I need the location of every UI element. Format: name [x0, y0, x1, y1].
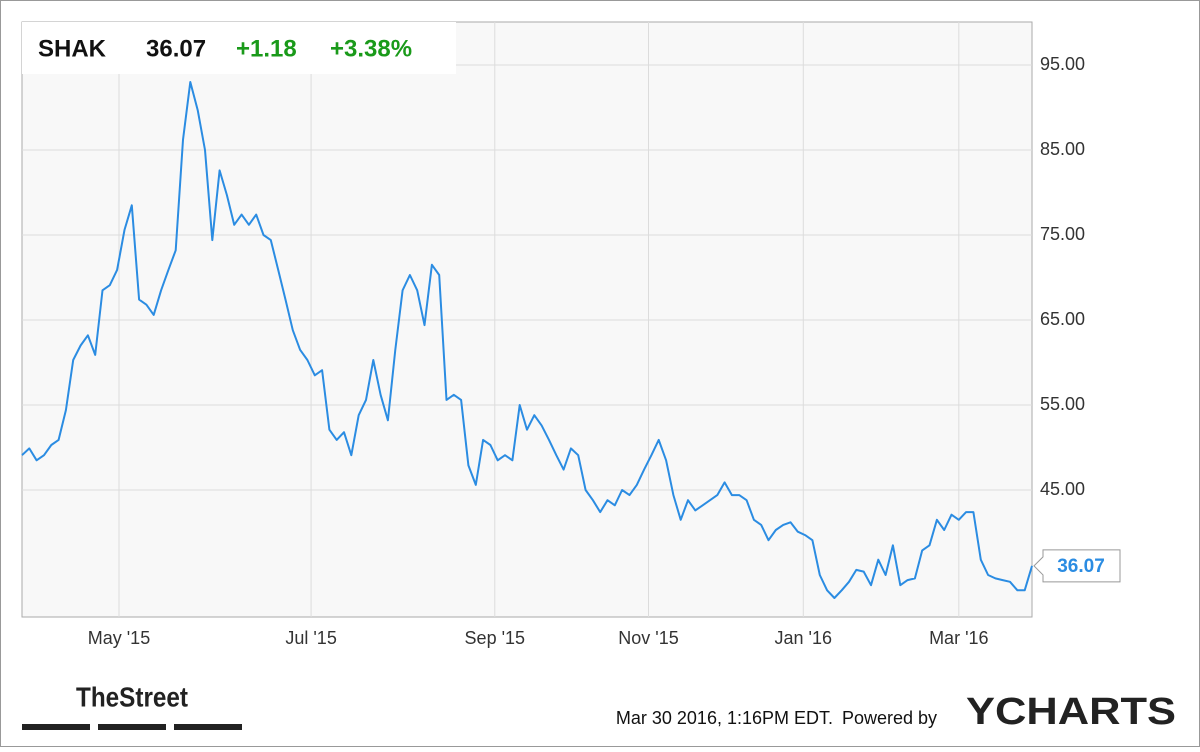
y-tick-label: 75.00 — [1040, 224, 1085, 244]
x-tick-label: Jul '15 — [285, 628, 336, 648]
y-tick-label: 95.00 — [1040, 54, 1085, 74]
price: 36.07 — [146, 35, 206, 62]
header-box — [22, 22, 456, 74]
price-line — [21, 81, 1033, 599]
brand: YCHARTS — [966, 691, 1176, 733]
source-logo: TheStreet — [76, 681, 188, 712]
change: +1.18 — [236, 35, 297, 62]
last-value-label: 36.07 — [1057, 556, 1105, 577]
credit: Powered by — [842, 708, 937, 728]
y-tick-label: 55.00 — [1040, 394, 1085, 414]
timestamp: Mar 30 2016, 1:16PM EDT. — [616, 708, 833, 728]
change-pct: +3.38% — [330, 35, 412, 62]
x-tick-label: Mar '16 — [929, 628, 988, 648]
x-tick-label: Nov '15 — [618, 628, 678, 648]
logo-bar — [174, 724, 242, 730]
logo-bar — [98, 724, 166, 730]
y-tick-label: 45.00 — [1040, 479, 1085, 499]
y-tick-label: 85.00 — [1040, 139, 1085, 159]
logo-bar — [22, 724, 90, 730]
plot-area — [21, 21, 1033, 618]
x-tick-label: Sep '15 — [465, 628, 526, 648]
symbol: SHAK — [38, 35, 107, 62]
x-tick-label: Jan '16 — [775, 628, 832, 648]
y-tick-label: 65.00 — [1040, 309, 1085, 329]
last-value-box — [1033, 549, 1121, 583]
x-tick-label: May '15 — [88, 628, 150, 648]
